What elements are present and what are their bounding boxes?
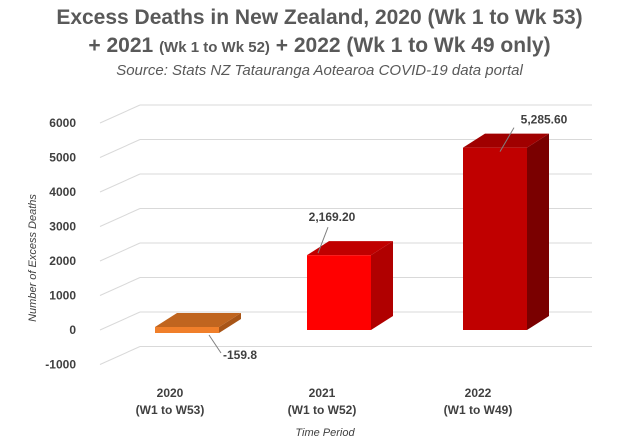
bar-2020 — [155, 327, 219, 333]
chart-title-line1: Excess Deaths in New Zealand, 2020 (Wk 1… — [56, 6, 583, 29]
bar-side-2022 — [527, 133, 549, 330]
data-label-2021: 2,169.20 — [309, 210, 356, 224]
gridline-depth — [99, 277, 141, 296]
x-tick-label-year: 2021 — [309, 386, 336, 400]
y-tick-label: 6000 — [49, 116, 76, 130]
chart-title-line2: + 2021 (Wk 1 to Wk 52) + 2022 (Wk 1 to W… — [0, 34, 639, 58]
gridline-depth — [99, 139, 141, 158]
y-tick-label: 1000 — [49, 289, 76, 303]
y-tick-label: 5000 — [49, 151, 76, 165]
title-part-2021-range: (Wk 1 to Wk 52) — [159, 39, 270, 56]
x-tick-label-range: (W1 to W53) — [136, 403, 205, 417]
gridline-depth — [99, 173, 141, 193]
data-label-2022: 5,285.60 — [521, 113, 568, 127]
bar-2021 — [307, 255, 371, 330]
x-tick-label-range: (W1 to W52) — [288, 403, 357, 417]
y-tick-label: 0 — [69, 323, 76, 337]
data-label-leader — [317, 226, 329, 254]
chart-subtitle: Source: Stats NZ Tatauranga Aotearoa COV… — [116, 62, 523, 79]
bar-top-2020 — [155, 313, 241, 327]
y-tick-label: 4000 — [49, 185, 76, 199]
x-tick-label-year: 2022 — [465, 386, 492, 400]
data-label-leader — [208, 334, 222, 354]
gridline-depth — [99, 346, 141, 365]
bar-2022 — [463, 147, 527, 330]
gridline-depth — [99, 208, 141, 227]
bar-side-2021 — [371, 241, 393, 330]
y-axis-title: Number of Excess Deaths — [27, 194, 39, 322]
gridline-depth — [99, 242, 141, 262]
x-tick-label-year: 2020 — [157, 386, 184, 400]
y-tick-label: 3000 — [49, 220, 76, 234]
title-part-2021: + 2021 — [88, 34, 160, 57]
x-tick-label-range: (W1 to W49) — [444, 403, 513, 417]
y-tick-label: -1000 — [45, 358, 76, 372]
gridline-depth — [99, 311, 141, 331]
x-axis-title: Time Period — [295, 427, 355, 439]
bar-top-2021 — [307, 241, 393, 256]
title-part-2022: + 2022 (Wk 1 to Wk 49 only) — [269, 34, 551, 57]
bar-side-2020 — [219, 313, 241, 333]
gridline-depth — [99, 104, 141, 124]
data-label-2020: -159.8 — [223, 348, 257, 362]
data-label-leader — [499, 127, 515, 152]
y-tick-label: 2000 — [49, 254, 76, 268]
